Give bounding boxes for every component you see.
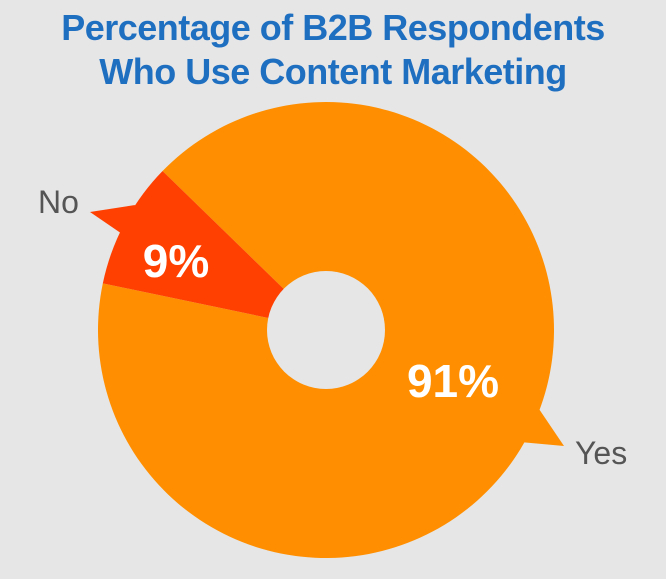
- callout-pointer-no: [90, 205, 135, 238]
- slice-label-yes: 91%: [407, 355, 499, 407]
- chart-title: Percentage of B2B Respondents Who Use Co…: [0, 6, 666, 94]
- donut-hole: [267, 271, 385, 389]
- callout-pointer-yes: [520, 406, 564, 446]
- category-label-no: No: [38, 184, 79, 220]
- category-label-yes: Yes: [575, 435, 627, 471]
- slice-label-no: 9%: [143, 235, 209, 287]
- pie-slice-no: [102, 171, 326, 330]
- chart-title-line-2: Who Use Content Marketing: [99, 51, 567, 92]
- chart-title-line-1: Percentage of B2B Respondents: [61, 7, 605, 48]
